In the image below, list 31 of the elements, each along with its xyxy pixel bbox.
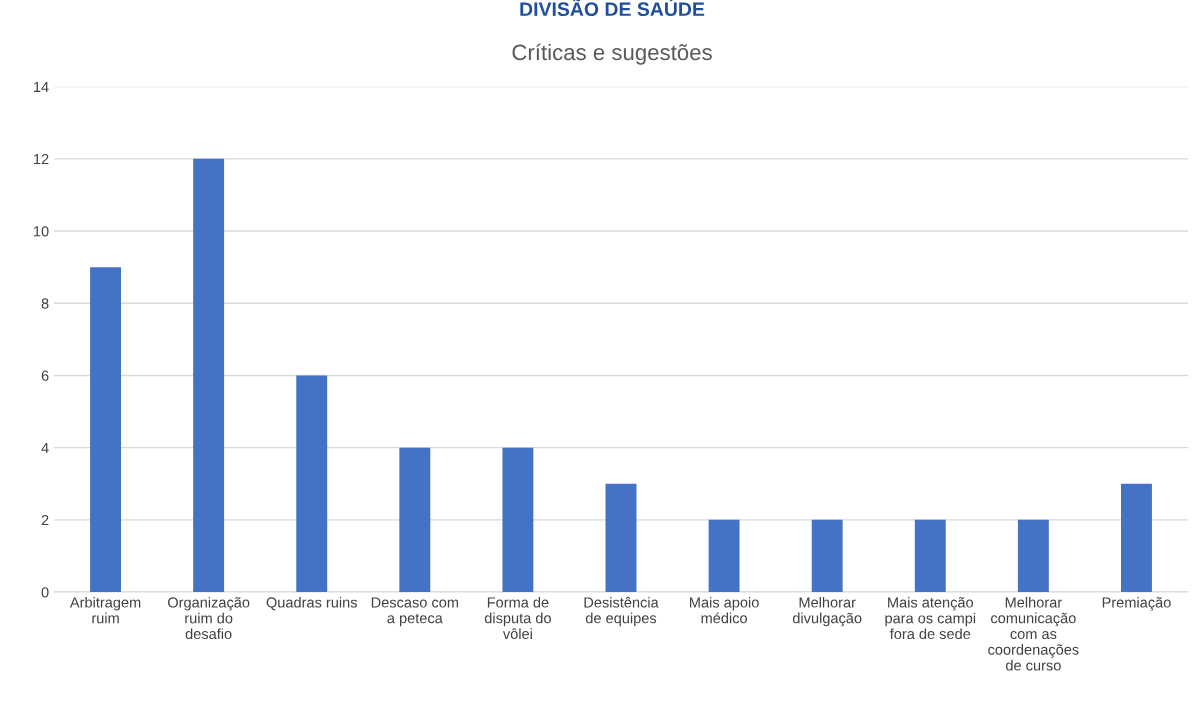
y-tick-label: 14 bbox=[34, 81, 49, 92]
bar bbox=[708, 519, 740, 593]
x-tick-label: Mais atenção para os campi fora de sede bbox=[885, 596, 976, 640]
bar bbox=[399, 447, 431, 593]
y-tick-label: 8 bbox=[41, 298, 49, 309]
chart-title: Críticas e sugestões bbox=[512, 43, 712, 65]
x-tick-label: Melhorar divulgação bbox=[792, 596, 862, 627]
x-tick-label: Arbitragem ruim bbox=[69, 596, 141, 624]
bar bbox=[1017, 519, 1049, 593]
x-tick-label: Organização ruim do desafio bbox=[167, 596, 250, 640]
bar bbox=[1120, 483, 1152, 593]
x-tick-label: Premiação bbox=[1102, 596, 1171, 611]
y-tick-label: 10 bbox=[34, 226, 49, 237]
bar bbox=[811, 519, 843, 593]
y-tick-label: 2 bbox=[41, 514, 49, 526]
x-tick-label: Forma de disputa do vôlei bbox=[484, 596, 551, 640]
bar bbox=[502, 447, 534, 593]
x-tick-label: Descaso com a peteca bbox=[371, 597, 459, 627]
y-tick-label: 4 bbox=[41, 442, 49, 453]
x-tick-label: Desistência de equipes bbox=[584, 596, 659, 627]
bar bbox=[193, 158, 225, 593]
y-tick-label: 12 bbox=[34, 153, 49, 165]
y-tick-label: 6 bbox=[41, 370, 49, 381]
y-tick-label: 0 bbox=[41, 587, 49, 598]
x-tick-label: Melhorar comunicação com as coordenações de curso bbox=[988, 596, 1079, 671]
x-tick-label: Quadras ruins bbox=[266, 596, 357, 611]
bar bbox=[296, 375, 328, 593]
bar bbox=[605, 483, 637, 593]
bar bbox=[90, 267, 122, 593]
bar bbox=[914, 519, 946, 593]
x-tick-label: Mais apoio médico bbox=[690, 596, 759, 624]
